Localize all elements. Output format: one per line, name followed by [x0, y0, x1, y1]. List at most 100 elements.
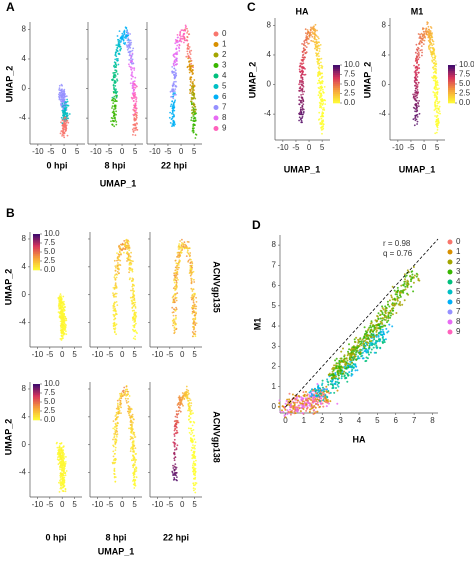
cell-point [111, 107, 113, 109]
cell-point [344, 363, 346, 365]
cell-point [385, 310, 387, 312]
cell-point [123, 252, 125, 254]
colorbar-step [33, 393, 40, 395]
cell-point [366, 344, 368, 346]
cell-point [340, 373, 342, 375]
cell-point [188, 419, 190, 421]
cell-point [194, 85, 196, 87]
cell-point [130, 67, 132, 69]
cell-point [286, 409, 288, 411]
cell-point [114, 481, 116, 483]
x-tick-label: 8 [430, 416, 435, 425]
cell-point [345, 368, 347, 370]
cell-point [299, 87, 301, 89]
cell-point [340, 358, 342, 360]
cell-point [130, 74, 132, 76]
cell-point [132, 280, 134, 282]
cell-point [296, 402, 298, 404]
cell-point [390, 315, 392, 317]
cell-point [135, 118, 137, 120]
cell-point [427, 22, 429, 24]
cell-point [355, 350, 357, 352]
cell-point [176, 51, 178, 53]
cell-point [172, 325, 174, 327]
cell-point [179, 44, 181, 46]
cell-point [174, 88, 176, 90]
colorbar-step [448, 75, 455, 77]
cell-point [319, 118, 321, 120]
cell-point [188, 400, 190, 402]
cell-point [318, 92, 320, 94]
cell-point [308, 38, 310, 40]
cell-point [348, 371, 350, 373]
cell-point [114, 317, 116, 319]
cell-point [375, 346, 377, 348]
cell-point [112, 307, 114, 309]
cell-point [380, 310, 382, 312]
colorbar-step [33, 247, 40, 249]
cell-point [318, 41, 320, 43]
cell-point [321, 87, 323, 89]
x-tick-label: 5 [75, 147, 80, 156]
cell-point [58, 89, 60, 91]
cell-point [354, 363, 356, 365]
cell-point [375, 340, 377, 342]
cell-point [299, 66, 301, 68]
cell-point [133, 302, 135, 304]
cell-point [189, 406, 191, 408]
cell-point [64, 129, 66, 131]
cell-point [174, 428, 176, 430]
cell-point [413, 266, 415, 268]
cell-point [333, 374, 335, 376]
cell-point [134, 105, 136, 107]
x-tick-label: -5 [407, 143, 415, 152]
cell-point [190, 267, 192, 269]
cell-point [176, 54, 178, 56]
cell-point [418, 33, 420, 35]
cell-point [193, 456, 195, 458]
cell-point [190, 434, 192, 436]
cell-point [181, 239, 183, 241]
y-tick-label: 7 [272, 260, 277, 269]
cell-point [60, 133, 62, 135]
cell-point [65, 461, 67, 463]
cell-point [307, 393, 309, 395]
cell-point [128, 47, 130, 49]
cell-point [336, 358, 338, 360]
cell-point [177, 444, 179, 446]
x-tick-label: -10 [152, 350, 164, 359]
cell-point [382, 307, 384, 309]
cell-point [114, 302, 116, 304]
cell-point [378, 312, 380, 314]
cell-point [190, 270, 192, 272]
cell-point [435, 105, 437, 107]
cell-point [191, 410, 193, 412]
cell-point [114, 433, 116, 435]
colorbar-step [33, 238, 40, 240]
x-axis-title: UMAP_1 [98, 546, 135, 556]
cell-point [116, 277, 118, 279]
cell-point [174, 459, 176, 461]
cell-point [413, 282, 415, 284]
cell-point [322, 104, 324, 106]
x-tick-label: 5 [132, 500, 137, 509]
cell-point [186, 51, 188, 53]
legend-label: 0 [222, 29, 227, 38]
cell-point [436, 88, 438, 90]
cell-point [429, 34, 431, 36]
cell-point [355, 359, 357, 361]
cell-point [64, 465, 66, 467]
cell-point [189, 402, 191, 404]
x-tick-label: 0 [422, 143, 427, 152]
cell-point [131, 460, 133, 462]
cell-point [57, 458, 59, 460]
cell-point [434, 96, 436, 98]
cell-point [426, 28, 428, 30]
cell-point [193, 89, 195, 91]
cell-point [119, 40, 121, 42]
colorbar-step [33, 266, 40, 268]
colorbar-label: 7.5 [44, 238, 56, 247]
cell-point [387, 320, 389, 322]
cell-point [114, 435, 116, 437]
cell-point [63, 124, 65, 126]
